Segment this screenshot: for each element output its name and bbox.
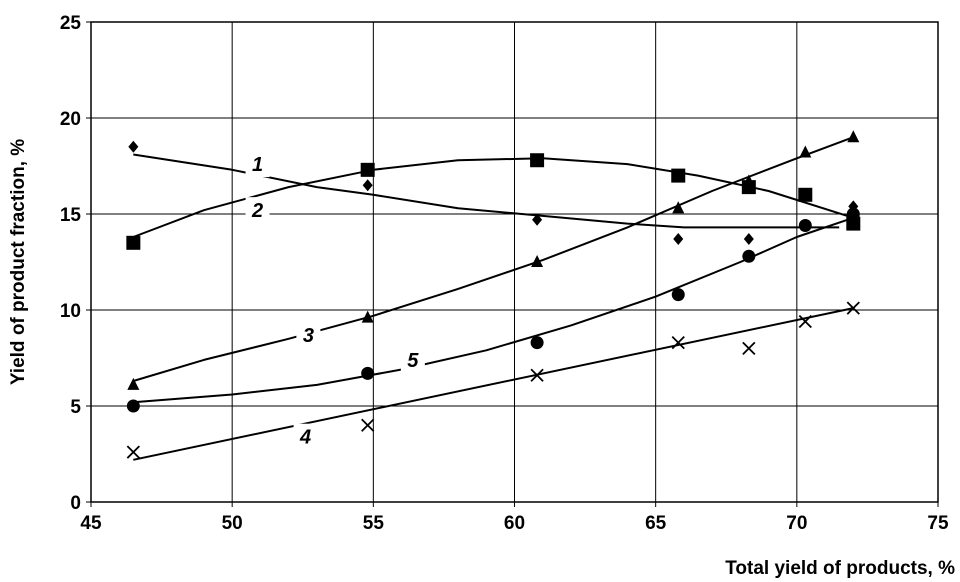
curve-label-bg: [245, 151, 270, 178]
data-point-2: [798, 187, 813, 202]
data-point-3: [847, 130, 860, 143]
x-tick-label: 60: [504, 513, 525, 534]
data-point-4: [742, 341, 756, 356]
data-point-5: [361, 366, 375, 380]
data-point-4: [671, 336, 685, 350]
x-tick-label: 65: [645, 513, 667, 534]
data-point-1: [128, 140, 139, 153]
y-tick-label: 5: [70, 397, 81, 418]
data-point-2: [671, 168, 686, 183]
data-point-2: [360, 162, 375, 177]
curve-label-bg: [296, 321, 321, 348]
data-point-2: [530, 153, 545, 168]
curve-label-bg: [245, 197, 270, 224]
curve-label-3: 3: [303, 325, 314, 347]
data-point-3: [127, 377, 140, 390]
x-tick-label: 55: [363, 513, 385, 534]
trend-line-3: [133, 136, 854, 382]
curve-label-1: 1: [252, 154, 263, 176]
trend-line-1: [133, 153, 840, 229]
data-point-5: [126, 399, 140, 413]
y-tick-label: 20: [60, 109, 81, 130]
y-tick-label: 10: [60, 301, 81, 322]
y-axis-title: Yield of product fraction, %: [8, 139, 29, 385]
curve-label-2: 2: [251, 200, 263, 222]
data-point-4: [798, 314, 812, 329]
x-axis-title: Total yield of products, %: [725, 558, 955, 579]
data-point-5: [846, 207, 860, 221]
data-markers: [126, 130, 861, 459]
data-point-4: [530, 368, 544, 382]
data-point-4: [846, 301, 860, 315]
x-tick-label: 70: [786, 513, 807, 534]
trend-line-2: [132, 157, 854, 238]
curve-label-bg: [293, 423, 318, 450]
data-point-1: [743, 232, 754, 245]
data-point-5: [798, 219, 812, 233]
data-point-1: [532, 213, 543, 226]
data-point-3: [742, 174, 755, 187]
grid: [86, 21, 939, 507]
curve-labels: 1 2 3 4 5: [245, 151, 425, 450]
data-point-1: [673, 232, 684, 245]
curve-label-bg: [400, 346, 425, 373]
data-point-4: [126, 445, 140, 459]
x-tick-label: 45: [80, 513, 102, 534]
data-point-5: [671, 288, 685, 302]
data-point-5: [530, 336, 544, 350]
y-tick-label: 25: [60, 13, 82, 34]
trend-line-4: [133, 307, 854, 461]
data-point-4: [361, 418, 375, 432]
data-point-3: [672, 201, 685, 214]
y-tick-label: 15: [60, 205, 82, 226]
data-point-2: [846, 216, 861, 231]
curve-label-4: 4: [299, 427, 311, 449]
data-point-5: [742, 249, 756, 263]
y-tick-label: 0: [70, 493, 81, 514]
data-point-3: [531, 255, 544, 267]
trend-line-5: [133, 216, 854, 404]
plot-frame: [90, 21, 939, 503]
data-point-3: [799, 145, 812, 158]
curve-label-5: 5: [407, 350, 419, 372]
x-tick-label: 75: [927, 513, 949, 534]
data-point-2: [126, 235, 141, 250]
data-point-3: [361, 310, 374, 323]
x-tick-label: 50: [222, 513, 243, 534]
data-point-1: [362, 179, 373, 192]
